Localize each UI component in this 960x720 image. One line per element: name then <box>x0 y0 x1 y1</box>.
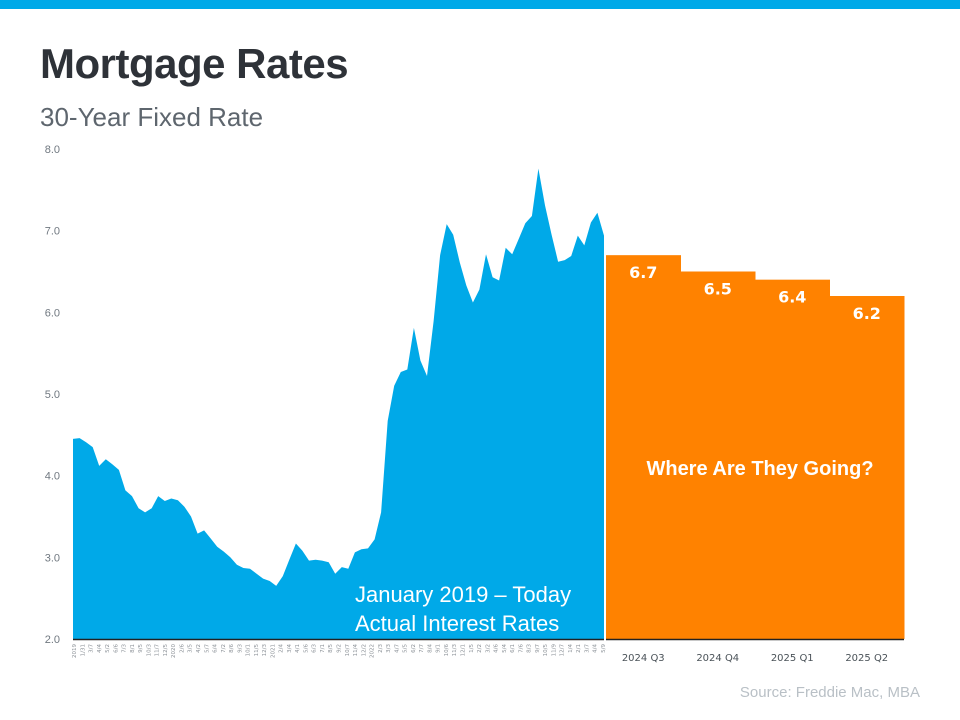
y-tick-label: 3.0 <box>45 552 60 564</box>
forecast-category-label: 2025 Q1 <box>771 653 814 664</box>
x-tick-label: 5/4 <box>502 644 508 653</box>
x-tick-label: 5/9 <box>601 644 607 653</box>
y-tick-label: 2.0 <box>45 634 60 646</box>
x-tick-label: 10/5 <box>543 644 549 657</box>
page-title: Mortgage Rates <box>40 40 349 87</box>
actual-rate-annotation: Actual Interest Rates <box>355 611 559 636</box>
page-subtitle: 30-Year Fixed Rate <box>40 102 264 132</box>
x-tick-label: 12/3 <box>262 644 268 657</box>
x-tick-label: 8/4 <box>427 644 433 653</box>
forecast-bar-label: 6.2 <box>853 304 881 323</box>
forecast-bar <box>755 279 830 639</box>
x-tick-label: 3/3 <box>386 644 392 653</box>
x-tick-label: 3/7 <box>89 644 95 653</box>
x-tick-label: 7/6 <box>518 644 524 653</box>
y-tick-label: 4.0 <box>45 471 60 483</box>
x-tick-label: 9/2 <box>337 644 343 653</box>
forecast-category-label: 2024 Q3 <box>622 653 665 664</box>
x-tick-label: 6/3 <box>312 644 318 653</box>
forecast-bar-label: 6.4 <box>778 288 806 307</box>
x-tick-label: 5/2 <box>105 644 111 653</box>
x-tick-label: 1/4 <box>568 644 574 653</box>
y-tick-label: 5.0 <box>45 389 60 401</box>
x-tick-label: 2/2 <box>477 644 483 653</box>
x-tick-label: 2/3 <box>378 644 384 653</box>
top-accent-bar <box>0 0 960 9</box>
x-tick-label: 2/1 <box>576 644 582 653</box>
x-tick-label: 9/7 <box>535 644 541 653</box>
forecast-bar-label: 6.7 <box>629 263 657 282</box>
x-tick-label: 11/9 <box>551 644 557 657</box>
x-tick-label: 6/2 <box>411 644 417 653</box>
forecast-annotation: Where Are They Going? <box>646 458 873 480</box>
x-tick-label: 10/3 <box>146 644 152 657</box>
x-tick-label: 2/6 <box>180 644 186 653</box>
x-tick-label: 8/6 <box>229 644 235 653</box>
x-tick-label: 6/4 <box>213 644 219 653</box>
x-tick-label: 5/6 <box>303 644 309 653</box>
x-tick-label: 12/7 <box>560 644 566 657</box>
x-tick-label: 7/1 <box>320 644 326 653</box>
y-tick-label: 8.0 <box>45 144 60 156</box>
forecast-bar-label: 6.5 <box>704 280 732 299</box>
forecast-category-label: 2024 Q4 <box>696 653 739 664</box>
x-tick-label: 10/7 <box>345 644 351 657</box>
actual-rate-annotation: January 2019 – Today <box>355 582 571 607</box>
x-tick-label: 12/5 <box>163 644 169 657</box>
x-tick-label: 11/5 <box>254 644 260 657</box>
x-tick-label: 2021 <box>270 644 276 658</box>
x-tick-label: 8/3 <box>527 644 533 653</box>
x-tick-label: 4/6 <box>494 644 500 653</box>
x-tick-label: 9/1 <box>436 644 442 653</box>
x-tick-label: 2019 <box>72 644 78 658</box>
x-tick-label: 10/1 <box>246 644 252 656</box>
x-tick-label: 1/5 <box>469 644 475 653</box>
x-tick-label: 11/7 <box>155 644 161 657</box>
x-tick-label: 10/6 <box>444 644 450 657</box>
x-tick-label: 3/4 <box>287 644 293 653</box>
y-tick-label: 7.0 <box>45 226 60 238</box>
x-tick-label: 2020 <box>171 644 177 658</box>
x-tick-label: 4/7 <box>394 644 400 653</box>
x-tick-label: 8/5 <box>328 644 334 653</box>
x-tick-label: 12/1 <box>461 644 467 656</box>
source-note: Source: Freddie Mac, MBA <box>739 684 920 701</box>
x-tick-label: 5/7 <box>204 644 210 653</box>
x-tick-label: 4/1 <box>295 644 301 653</box>
x-tick-label: 3/5 <box>188 644 194 653</box>
x-tick-label: 7/3 <box>122 644 128 653</box>
actual-rate-area <box>73 168 604 639</box>
x-tick-label: 5/5 <box>403 644 409 653</box>
x-tick-label: 3/2 <box>485 644 491 653</box>
x-tick-label: 7/7 <box>419 644 425 653</box>
forecast-bar <box>829 296 905 639</box>
x-tick-label: 11/3 <box>452 644 458 657</box>
forecast-bar <box>680 271 756 639</box>
x-tick-label: 3/7 <box>585 644 591 653</box>
y-tick-label: 6.0 <box>45 307 60 319</box>
x-tick-label: 1/31 <box>80 644 86 656</box>
x-tick-label: 4/4 <box>97 644 103 653</box>
forecast-category-label: 2025 Q2 <box>845 653 888 664</box>
x-tick-label: 4/2 <box>196 644 202 653</box>
x-tick-label: 2022 <box>370 644 376 658</box>
x-tick-label: 9/5 <box>138 644 144 653</box>
x-tick-label: 9/3 <box>237 644 243 653</box>
x-tick-label: 4/4 <box>593 644 599 653</box>
x-tick-label: 6/1 <box>510 644 516 653</box>
x-tick-label: 2/4 <box>279 644 285 653</box>
x-tick-label: 12/2 <box>361 644 367 656</box>
forecast-bar <box>606 255 681 639</box>
x-tick-label: 11/4 <box>353 644 359 657</box>
x-tick-label: 8/1 <box>130 644 136 653</box>
x-tick-label: 7/2 <box>221 644 227 653</box>
x-tick-label: 6/6 <box>113 644 119 653</box>
